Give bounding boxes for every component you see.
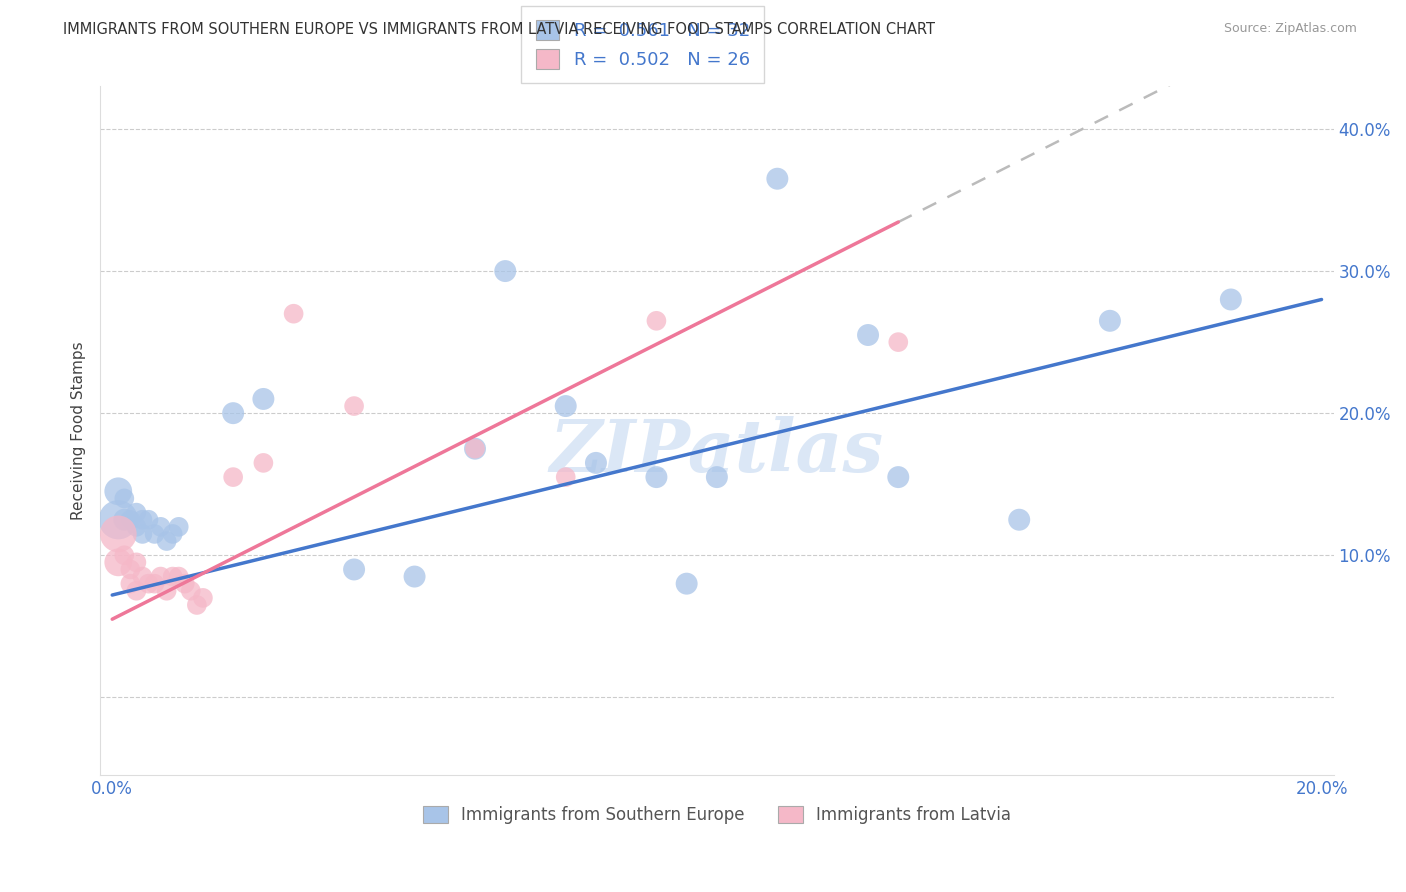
Point — [585, 456, 607, 470]
Point — [162, 569, 184, 583]
Point — [131, 513, 153, 527]
Point — [1098, 314, 1121, 328]
Point — [131, 569, 153, 583]
Point — [343, 562, 366, 576]
Point — [554, 470, 576, 484]
Point — [156, 534, 179, 549]
Point — [675, 576, 697, 591]
Point — [125, 555, 148, 569]
Point — [107, 555, 129, 569]
Point — [156, 583, 179, 598]
Y-axis label: Receiving Food Stamps: Receiving Food Stamps — [72, 342, 86, 520]
Text: Source: ZipAtlas.com: Source: ZipAtlas.com — [1223, 22, 1357, 36]
Point — [887, 335, 910, 350]
Point — [645, 314, 668, 328]
Point — [186, 598, 208, 612]
Point — [131, 527, 153, 541]
Point — [252, 392, 274, 406]
Point — [464, 442, 486, 456]
Point — [222, 406, 245, 420]
Point — [404, 569, 426, 583]
Point — [1219, 293, 1241, 307]
Point — [180, 583, 202, 598]
Point — [149, 520, 172, 534]
Point — [125, 583, 148, 598]
Point — [887, 470, 910, 484]
Point — [138, 576, 160, 591]
Point — [107, 484, 129, 499]
Point — [1008, 513, 1031, 527]
Point — [167, 520, 190, 534]
Point — [167, 569, 190, 583]
Point — [494, 264, 516, 278]
Point — [125, 520, 148, 534]
Point — [645, 470, 668, 484]
Point — [107, 527, 129, 541]
Point — [464, 442, 486, 456]
Point — [343, 399, 366, 413]
Text: IMMIGRANTS FROM SOUTHERN EUROPE VS IMMIGRANTS FROM LATVIA RECEIVING FOOD STAMPS : IMMIGRANTS FROM SOUTHERN EUROPE VS IMMIG… — [63, 22, 935, 37]
Point — [149, 569, 172, 583]
Point — [252, 456, 274, 470]
Point — [222, 470, 245, 484]
Point — [120, 576, 142, 591]
Point — [162, 527, 184, 541]
Point — [173, 576, 195, 591]
Point — [120, 513, 142, 527]
Text: ZIPatlas: ZIPatlas — [550, 416, 884, 487]
Point — [120, 562, 142, 576]
Point — [706, 470, 728, 484]
Point — [138, 513, 160, 527]
Point — [856, 328, 879, 343]
Point — [191, 591, 214, 605]
Point — [766, 171, 789, 186]
Point — [143, 576, 166, 591]
Legend: Immigrants from Southern Europe, Immigrants from Latvia: Immigrants from Southern Europe, Immigra… — [415, 797, 1019, 832]
Point — [143, 527, 166, 541]
Point — [554, 399, 576, 413]
Point — [125, 506, 148, 520]
Point — [112, 491, 135, 506]
Point — [112, 513, 135, 527]
Point — [107, 513, 129, 527]
Point — [283, 307, 305, 321]
Point — [112, 548, 135, 562]
